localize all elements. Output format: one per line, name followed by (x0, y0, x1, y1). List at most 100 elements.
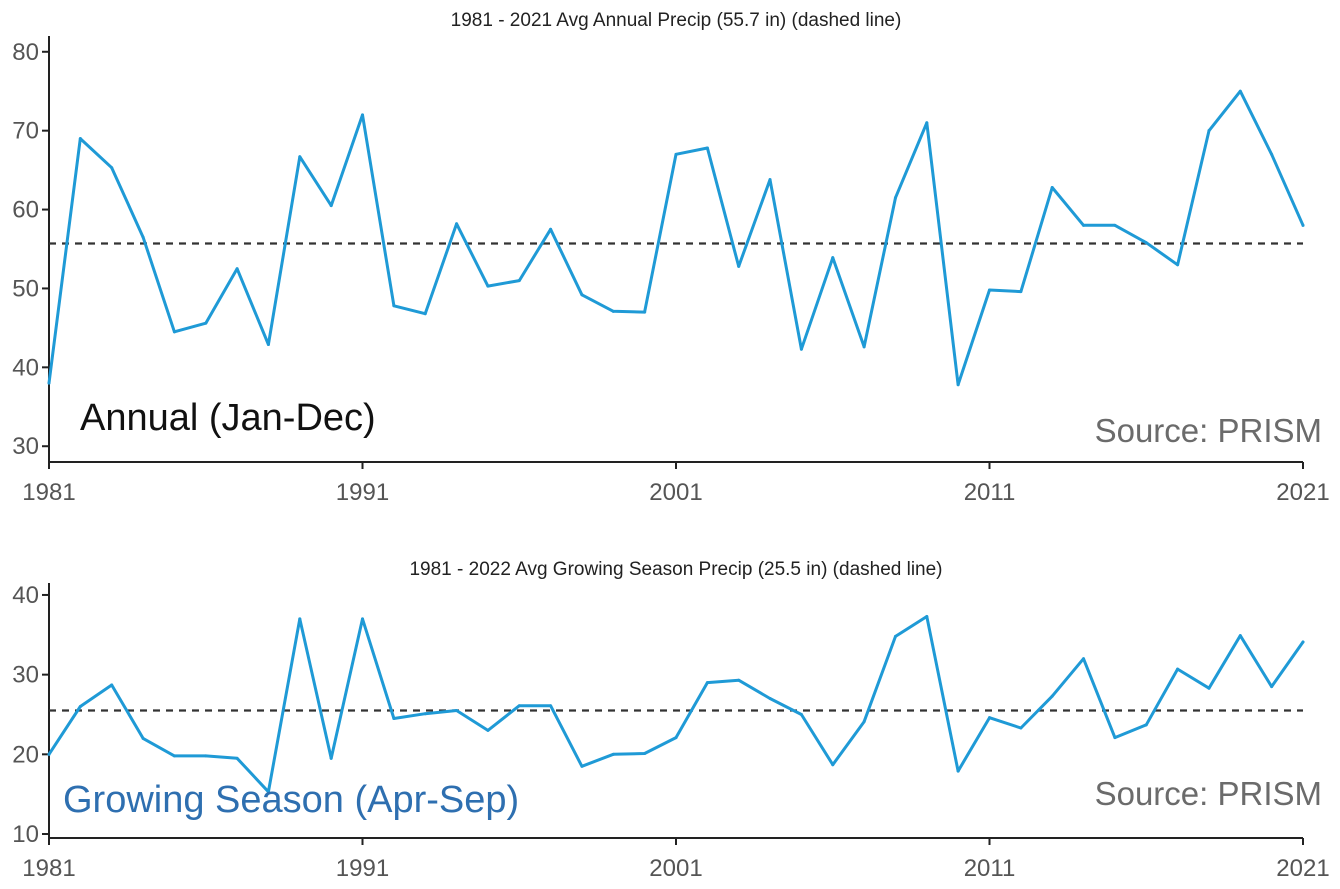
growing-season-x-tick-label: 2001 (649, 855, 702, 882)
annual-data-point (298, 155, 302, 159)
annual-x-tick-label: 2011 (964, 479, 1016, 506)
growing-season-data-point (611, 752, 615, 756)
annual-data-point (47, 381, 51, 385)
annual-data-point (1144, 241, 1148, 245)
growing-season-data-point (1238, 634, 1242, 638)
growing-season-data-point (956, 769, 960, 773)
growing-season-x-tick-label: 2021 (1276, 855, 1329, 882)
annual-precip-chart: 1981 - 2021 Avg Annual Precip (55.7 in) … (12, 10, 1329, 506)
annual-data-point (893, 196, 897, 200)
growing-season-chart-title: 1981 - 2022 Avg Growing Season Precip (2… (409, 559, 942, 580)
growing-season-data-point (78, 705, 82, 709)
growing-season-data-point (893, 634, 897, 638)
annual-overlay-label: Annual (Jan-Dec) (80, 397, 376, 439)
growing-season-data-point (172, 754, 176, 758)
annual-data-point (831, 256, 835, 260)
annual-data-point (423, 312, 427, 316)
annual-x-tick-label: 1991 (336, 479, 389, 506)
annual-data-point (1176, 263, 1180, 267)
annual-data-point (580, 293, 584, 297)
growing-season-data-point (1113, 736, 1117, 740)
growing-season-data-point (831, 763, 835, 767)
growing-season-precip-series-line (47, 615, 1305, 794)
growing-season-data-point (988, 716, 991, 720)
growing-season-data-point (737, 678, 741, 682)
growing-season-data-point (455, 709, 459, 712)
growing-season-data-point (768, 697, 772, 701)
growing-season-x-tick-label: 2011 (964, 855, 1016, 882)
growing-season-x-tick-label: 1991 (336, 855, 389, 882)
annual-precip-series-line (47, 89, 1305, 387)
annual-y-tick-label: 50 (12, 275, 39, 302)
annual-data-point (956, 383, 960, 387)
annual-data-point (643, 310, 647, 314)
annual-data-point (486, 284, 490, 288)
growing-season-data-point (235, 756, 239, 760)
annual-chart-title: 1981 - 2021 Avg Annual Precip (55.7 in) … (451, 10, 902, 31)
annual-data-point (1301, 223, 1305, 227)
growing-season-data-point (1176, 667, 1180, 671)
growing-season-data-point (392, 716, 396, 720)
annual-y-tick-label: 80 (12, 39, 39, 66)
growing-season-data-point (517, 704, 521, 708)
annual-data-point (674, 152, 678, 156)
annual-data-point (1207, 129, 1211, 133)
annual-data-point (988, 288, 991, 292)
annual-data-point (1019, 290, 1023, 294)
annual-data-point (172, 330, 176, 334)
growing-season-y-tick-label: 30 (12, 662, 39, 689)
growing-season-data-point (1301, 640, 1305, 644)
annual-data-point (549, 227, 553, 231)
growing-season-data-point (674, 736, 678, 740)
annual-y-tick-label: 70 (12, 118, 39, 145)
growing-season-data-point (1270, 685, 1274, 689)
annual-data-points (47, 89, 1305, 387)
growing-season-y-tick-label: 40 (12, 582, 39, 609)
annual-data-point (737, 264, 741, 268)
annual-y-tick-label: 40 (12, 354, 39, 381)
growing-season-data-point (1082, 657, 1086, 661)
growing-season-y-tick-label: 10 (12, 821, 39, 848)
annual-data-point (1238, 89, 1242, 93)
growing-season-data-point (204, 754, 208, 758)
annual-data-point (78, 137, 82, 141)
annual-source-label: Source: PRISM (1095, 412, 1322, 449)
annual-x-tick-label: 1981 (22, 479, 75, 506)
annual-y-tick-label: 30 (12, 433, 39, 460)
annual-data-point (235, 267, 239, 271)
growing-season-data-point (423, 712, 427, 716)
annual-data-point (204, 321, 208, 325)
growing-season-data-point (1019, 726, 1023, 730)
annual-data-point (361, 113, 364, 117)
growing-season-data-point (1144, 723, 1148, 727)
annual-data-point (768, 178, 772, 182)
annual-data-point (705, 146, 709, 150)
annual-x-tick-label: 2001 (649, 479, 702, 506)
growing-season-data-point (110, 683, 114, 687)
annual-data-point (110, 166, 114, 170)
annual-data-point (392, 304, 396, 308)
growing-season-data-point (862, 720, 866, 724)
annual-data-point (862, 345, 866, 349)
growing-season-data-point (329, 756, 333, 760)
growing-season-data-point (1207, 686, 1211, 690)
annual-axis-ticks: 30 40 50 60 70 80 1981 1991 2001 2011 2021 (12, 39, 1329, 506)
growing-season-data-point (47, 752, 51, 756)
growing-season-axis-ticks: 10 20 30 40 1981 1991 2001 2011 2021 (12, 582, 1329, 882)
growing-season-data-point (298, 617, 302, 621)
growing-season-source-label: Source: PRISM (1095, 775, 1322, 812)
growing-season-data-point (266, 790, 270, 794)
growing-season-data-point (925, 614, 929, 618)
growing-season-data-point (643, 752, 647, 756)
annual-data-point (266, 342, 270, 346)
annual-data-point (141, 235, 145, 239)
annual-data-point (1113, 223, 1117, 227)
annual-data-point (799, 347, 803, 351)
growing-season-data-point (361, 617, 364, 621)
annual-data-point (925, 121, 929, 125)
annual-data-point (611, 309, 615, 313)
growing-season-data-point (549, 704, 553, 708)
growing-season-data-point (141, 736, 145, 740)
annual-data-point (1050, 185, 1054, 189)
growing-season-precip-chart: 1981 - 2022 Avg Growing Season Precip (2… (12, 559, 1329, 882)
